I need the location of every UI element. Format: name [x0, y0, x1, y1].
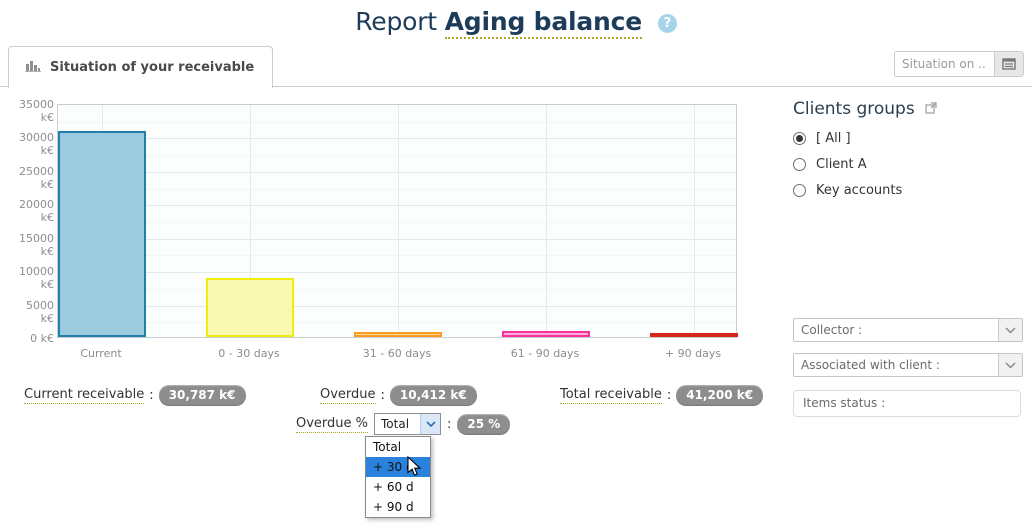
colon-separator: : [149, 387, 154, 403]
bar-current[interactable] [58, 131, 146, 337]
colon-separator: : [666, 387, 672, 403]
help-icon[interactable]: ? [657, 13, 677, 33]
y-axis-tick-label: 25000 k€ [19, 164, 54, 191]
summary-value-badge: 30,787 k€ [158, 384, 246, 406]
chevron-down-icon [998, 354, 1022, 376]
filter-input-items-status[interactable]: Items status : [793, 390, 1021, 417]
y-axis-tick-label: 35000 k€ [19, 98, 54, 124]
bar-31-60-days[interactable] [354, 332, 442, 337]
dropdown-option[interactable]: + 90 d [373, 500, 414, 514]
overdue-percent-row: Overdue % Total : 25 % [296, 412, 511, 436]
radio-button[interactable] [793, 132, 806, 145]
summary-value-badge: 41,200 k€ [676, 384, 764, 406]
dropdown-option[interactable]: + 60 d [373, 480, 414, 494]
minor-gridline [58, 222, 736, 223]
horizontal-gridline [58, 138, 736, 140]
select-label: Associated with client : [801, 358, 940, 372]
overdue-percent-badge: 25 % [457, 413, 511, 435]
calendar-button[interactable] [994, 51, 1024, 77]
radio-label: [ All ] [816, 131, 851, 146]
bar-90-days[interactable] [650, 333, 738, 337]
chevron-down-icon [420, 414, 441, 434]
colon-separator: : [380, 387, 385, 403]
x-axis-category-label: Current [80, 347, 122, 360]
summary-label: Total receivable [560, 386, 662, 404]
y-axis-tick-label: 15000 k€ [19, 231, 54, 258]
y-axis-tick-label: 0 k€ [30, 332, 54, 345]
minor-gridline [58, 322, 736, 324]
minor-gridline [58, 288, 736, 290]
horizontal-gridline [58, 305, 736, 307]
situation-date-filter [894, 51, 1024, 77]
overdue-percent-selected-value: Total [381, 417, 410, 431]
mouse-cursor-icon [407, 455, 422, 481]
tab-situation-of-your-receivable[interactable]: Situation of your receivable [8, 46, 274, 88]
summary-item: Total receivable:41,200 k€ [560, 384, 764, 406]
tab-label: Situation of your receivable [50, 60, 255, 75]
vertical-gridline [694, 105, 695, 337]
x-axis-category-label: + 90 days [664, 347, 722, 360]
radio-label: Client A [816, 157, 867, 172]
radio-button[interactable] [793, 184, 806, 197]
filter-select-associated-with-client[interactable]: Associated with client : [793, 353, 1023, 377]
situation-date-input[interactable] [894, 51, 994, 77]
aging-balance-chart: 35000 k€ 30000 k€ 25000 k€ 20000 k€ 15000 k€… [10, 95, 750, 365]
radio-label: Key accounts [816, 183, 903, 198]
horizontal-gridline [58, 171, 736, 173]
minor-gridline [58, 155, 736, 157]
minor-gridline [58, 188, 736, 190]
summary-item: Overdue:10,412 k€ [320, 384, 477, 406]
summary-item: Current receivable:30,787 k€ [24, 384, 246, 406]
horizontal-gridline [58, 205, 736, 207]
horizontal-gridline [58, 238, 736, 240]
bar-chart-icon [25, 58, 41, 77]
y-axis-tick-label: 20000 k€ [19, 198, 54, 225]
summary-label: Current receivable [24, 386, 145, 404]
overdue-percent-select[interactable]: Total [374, 413, 442, 435]
tab-bar: Situation of your receivable [0, 46, 1032, 88]
x-axis-category-label: 31 - 60 days [362, 347, 432, 360]
page-title: Report Aging balance ? [0, 7, 1032, 39]
plot-area [57, 104, 738, 338]
vertical-gridline [398, 105, 399, 337]
page-title-prefix: Report [355, 7, 445, 36]
colon-separator: : [447, 416, 452, 432]
x-axis-category-label: 0 - 30 days [218, 347, 280, 360]
clients-groups-title-text: Clients groups [793, 99, 915, 119]
bar-61-90-days[interactable] [502, 331, 590, 337]
page-title-report-name: Aging balance [444, 7, 642, 39]
filter-select-collector[interactable]: Collector : [793, 318, 1023, 342]
vertical-gridline [546, 105, 547, 337]
y-axis-tick-label: 5000 k€ [26, 298, 54, 325]
clients-groups-title: Clients groups [793, 99, 937, 119]
vertical-gridline [250, 105, 251, 337]
x-axis-category-label: 61 - 90 days [510, 347, 580, 360]
chevron-down-icon [998, 319, 1022, 341]
dropdown-option[interactable]: Total [373, 440, 402, 454]
summary-value-badge: 10,412 k€ [389, 384, 477, 406]
popup-window-icon[interactable] [925, 99, 937, 119]
clients-group-radio-all[interactable]: [ All ] [793, 131, 851, 146]
y-axis-tick-label: 30000 k€ [19, 131, 54, 158]
bar-0-30-days[interactable] [206, 278, 294, 337]
y-axis-tick-label: 10000 k€ [19, 265, 54, 292]
calendar-icon [1002, 55, 1016, 74]
radio-dot [796, 135, 803, 142]
horizontal-gridline [58, 272, 736, 274]
clients-group-radio-key-accounts[interactable]: Key accounts [793, 183, 902, 198]
minor-gridline [58, 121, 736, 123]
overdue-percent-dropdown: Total + 30 d + 60 d + 90 d [365, 436, 431, 518]
radio-button[interactable] [793, 158, 806, 171]
overdue-percent-label: Overdue % [296, 415, 369, 433]
summary-label: Overdue [320, 386, 376, 404]
select-label: Collector : [801, 323, 863, 337]
minor-gridline [58, 255, 736, 257]
clients-group-radio-client-a[interactable]: Client A [793, 157, 867, 172]
